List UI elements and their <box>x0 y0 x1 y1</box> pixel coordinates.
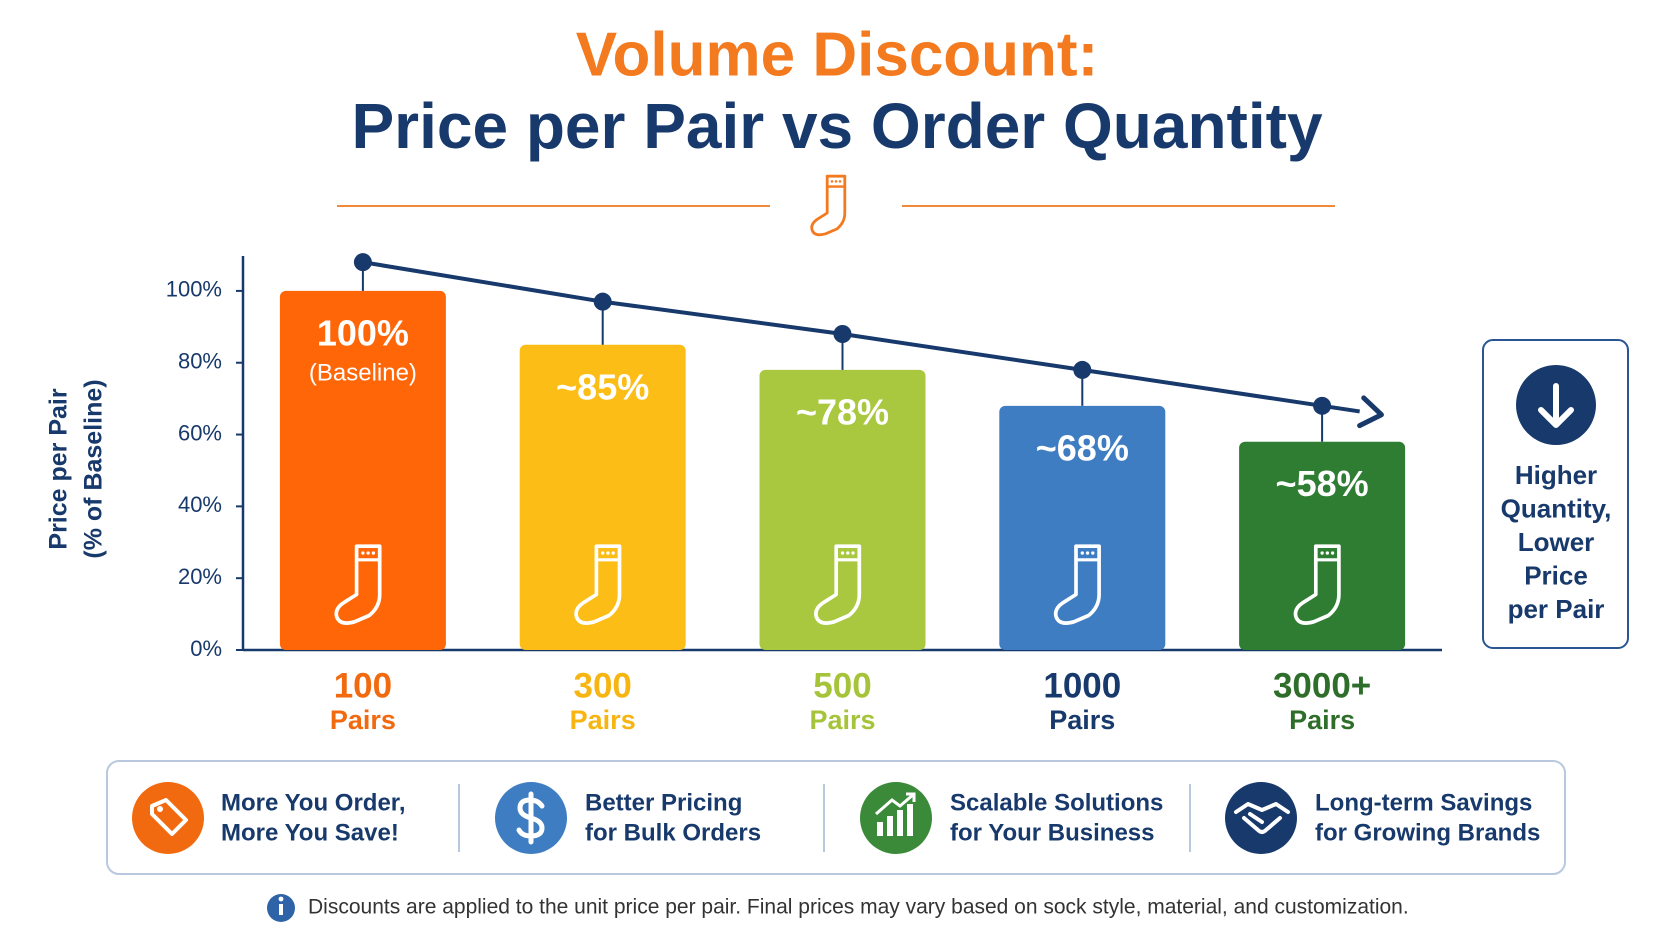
y-tick-label: 80% <box>178 349 222 374</box>
growth-icon <box>860 782 932 854</box>
y-axis-title: (% of Baseline) <box>80 379 108 558</box>
benefit-text: Long-term Savings <box>1315 789 1532 816</box>
x-tick-label: 500 <box>813 666 871 705</box>
side-note-line: per Pair <box>1508 594 1605 624</box>
y-tick-label: 60% <box>178 420 222 445</box>
bar <box>519 344 686 650</box>
info-glyph <box>278 896 284 902</box>
value-label: 100% <box>317 312 409 353</box>
x-tick-unit: Pairs <box>570 705 636 735</box>
benefit-text: Better Pricing <box>585 789 742 816</box>
benefit-text: for Growing Brands <box>1315 819 1540 846</box>
bar <box>279 290 446 650</box>
x-tick-unit: Pairs <box>1289 705 1355 735</box>
benefits-panel <box>106 760 1566 875</box>
trend-point <box>1313 396 1332 415</box>
info-glyph <box>279 904 283 915</box>
y-tick-label: 0% <box>190 636 222 661</box>
y-axis-title: Price per Pair <box>45 388 73 549</box>
x-tick-unit: Pairs <box>1049 705 1115 735</box>
side-note-line: Lower <box>1518 527 1595 557</box>
trend-point <box>1073 360 1092 379</box>
value-label: ~78% <box>796 391 889 432</box>
sock-icon <box>810 174 847 237</box>
down-arrow <box>1538 383 1574 428</box>
value-label: ~68% <box>1036 427 1129 468</box>
side-note-line: Quantity, <box>1501 493 1612 523</box>
handshake-icon <box>1225 782 1297 854</box>
y-tick-label: 40% <box>178 492 222 517</box>
trend-point <box>353 253 372 272</box>
trend-point <box>833 325 852 343</box>
footnote: Discounts are applied to the unit price … <box>308 896 1409 919</box>
x-tick-label: 1000 <box>1043 666 1121 705</box>
y-tick-label: 100% <box>166 277 222 302</box>
chart-subtitle: Price per Pair vs Order Quantity <box>351 90 1322 162</box>
benefit-text: for Bulk Orders <box>585 819 761 846</box>
benefit-text: More You Save! <box>221 819 399 846</box>
x-tick-unit: Pairs <box>809 705 875 735</box>
annotation: (Baseline) <box>309 359 417 386</box>
trend-arrow-head <box>1357 395 1384 429</box>
value-label: ~85% <box>556 366 649 407</box>
benefit-text: for Your Business <box>950 819 1155 846</box>
benefit-text: Scalable Solutions <box>950 789 1163 816</box>
x-tick-label: 3000+ <box>1273 666 1371 705</box>
trend-point <box>593 292 612 311</box>
x-tick-unit: Pairs <box>330 705 396 735</box>
benefit-text: More You Order, <box>221 789 406 816</box>
side-note-line: Higher <box>1515 460 1597 490</box>
value-label: ~58% <box>1276 463 1369 504</box>
bar <box>999 405 1166 650</box>
tag-icon <box>132 782 204 854</box>
dollar-icon <box>495 782 567 854</box>
y-tick-label: 20% <box>178 564 222 589</box>
x-tick-label: 300 <box>573 666 631 705</box>
chart-title: Volume Discount: <box>576 20 1098 89</box>
x-tick-label: 100 <box>334 666 392 705</box>
bar <box>759 369 926 650</box>
side-note-line: Price <box>1524 560 1588 590</box>
